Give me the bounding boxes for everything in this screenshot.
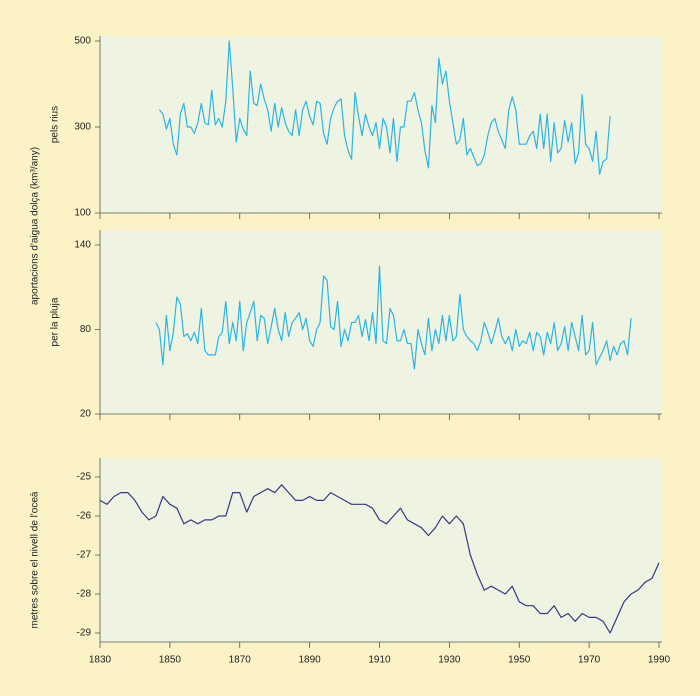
- y-tick-label: -28: [77, 589, 92, 600]
- x-tick-label: 1950: [508, 655, 531, 666]
- y-axis-label: metres sobre el nivell de l'oceà: [30, 491, 41, 628]
- y-axis-label: pels rius: [50, 106, 61, 143]
- x-tick-label: 1990: [648, 655, 671, 666]
- y-tick-label: 140: [74, 240, 91, 251]
- x-tick-label: 1850: [159, 655, 182, 666]
- data-line: [158, 40, 611, 175]
- y-tick-label: -27: [77, 550, 92, 561]
- plot-area: [100, 230, 662, 414]
- y-tick-label: 100: [74, 208, 91, 219]
- y-axis-label: per la pluja: [50, 297, 61, 346]
- y-tick-label: -29: [77, 628, 92, 639]
- x-tick-label: 1890: [299, 655, 322, 666]
- y-tick-label: -25: [77, 472, 92, 483]
- x-tick-label: 1970: [578, 655, 601, 666]
- y-tick-label: 80: [80, 324, 92, 335]
- plot-area: [100, 36, 662, 213]
- shared-y-label: aportacions d'aigua dolça (km³/any): [30, 147, 41, 305]
- data-line: [99, 484, 660, 634]
- plot-area: [100, 458, 662, 642]
- data-line: [155, 265, 632, 370]
- x-tick-label: 1910: [368, 655, 391, 666]
- x-tick-label: 1930: [438, 655, 461, 666]
- x-tick-label: 1830: [89, 655, 112, 666]
- x-tick-label: 1870: [229, 655, 252, 666]
- y-tick-label: 500: [74, 36, 91, 47]
- y-tick-label: 300: [74, 122, 91, 133]
- y-tick-label: -26: [77, 511, 92, 522]
- y-tick-label: 20: [80, 409, 92, 420]
